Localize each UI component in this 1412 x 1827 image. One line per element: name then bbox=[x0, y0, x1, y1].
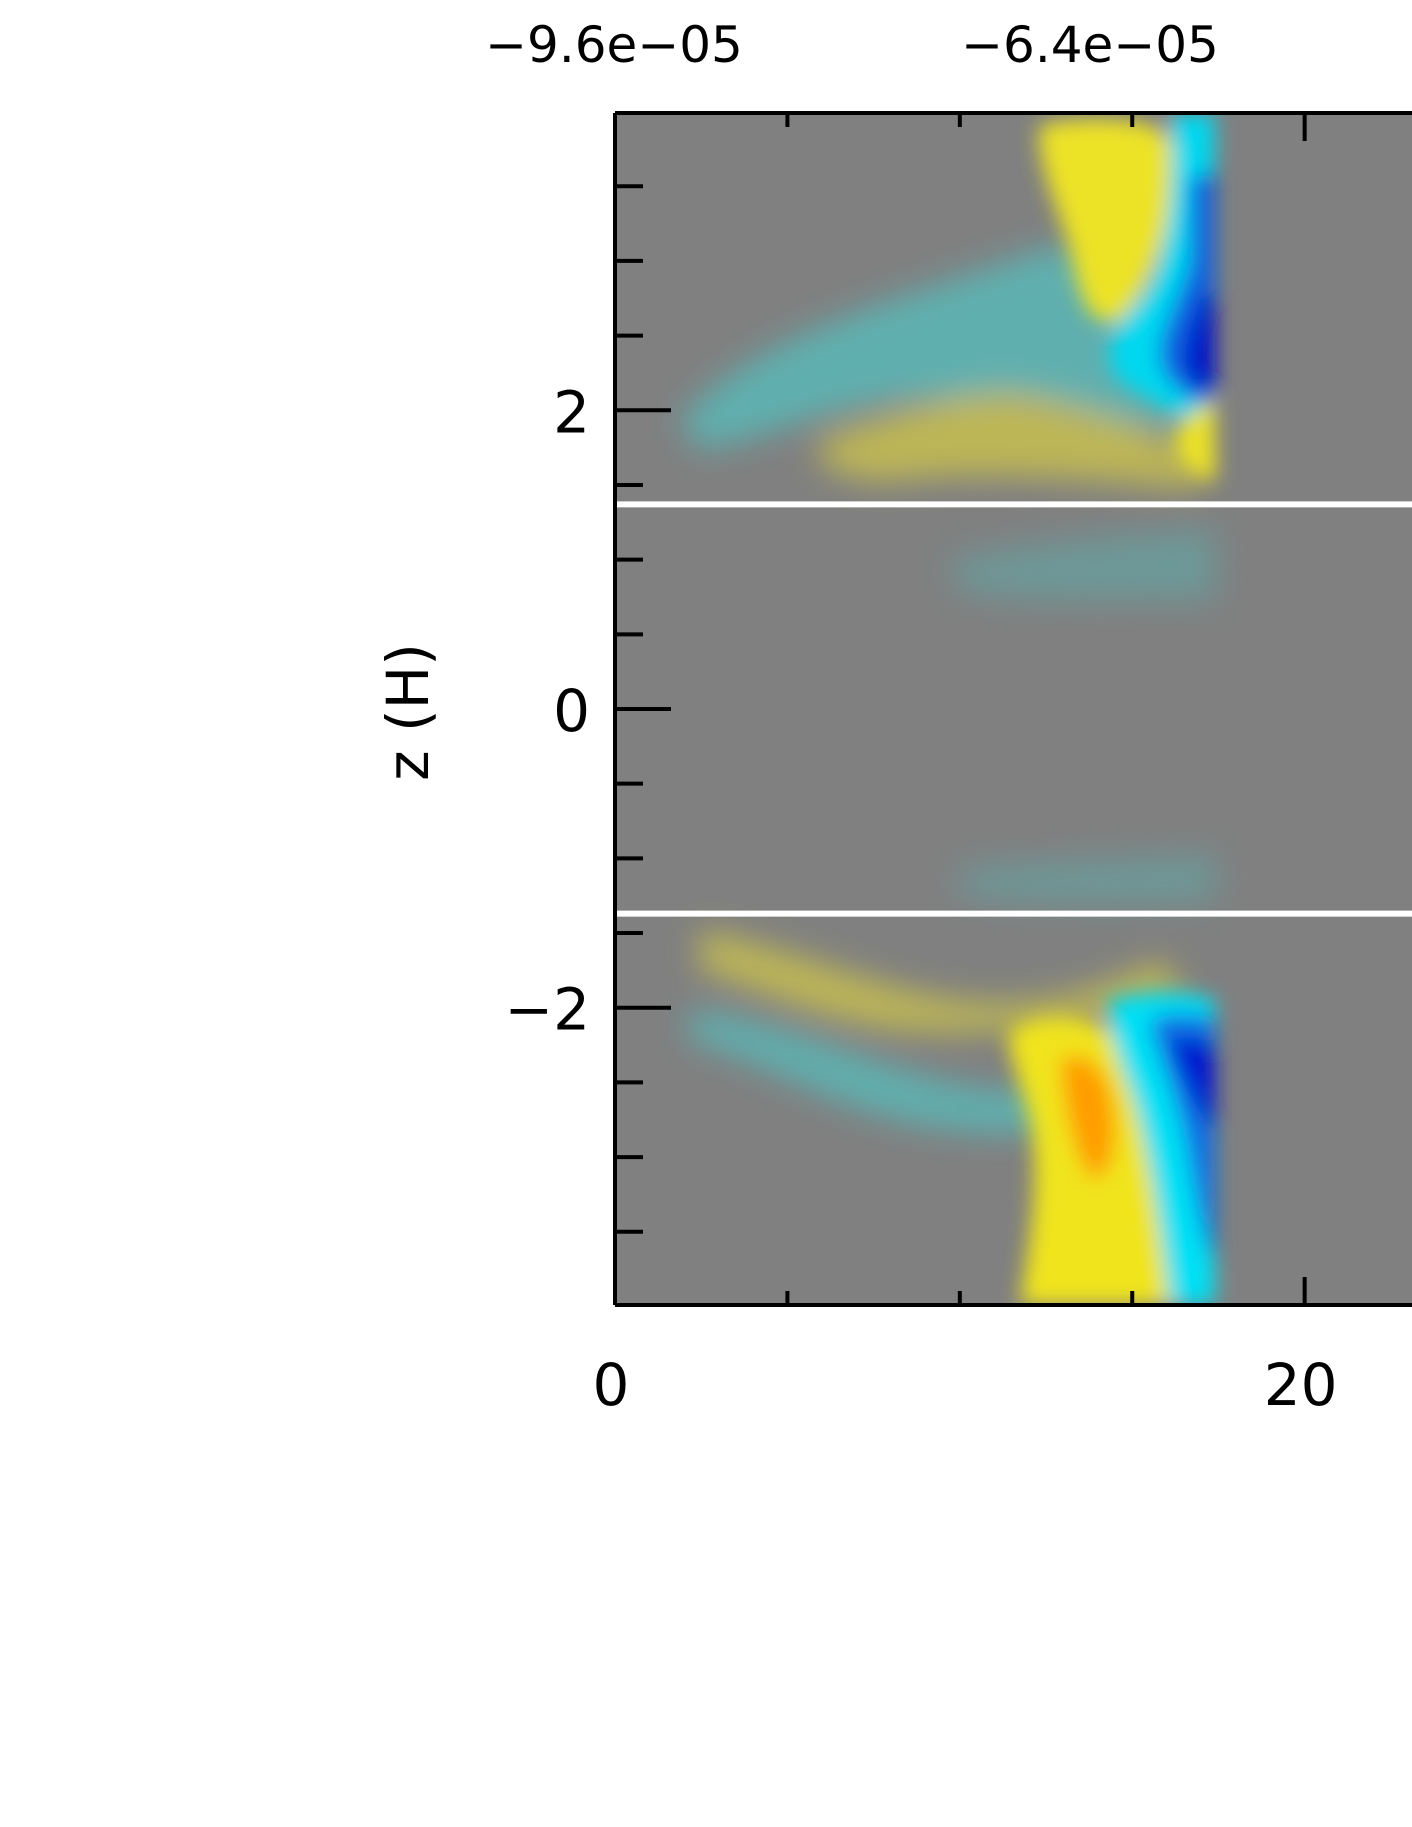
upper-yellow-band bbox=[820, 392, 1200, 490]
y-tick-label: 0 bbox=[553, 677, 590, 745]
lower-yellow-band bbox=[700, 930, 1190, 1033]
mid-teal-haze bbox=[960, 855, 1215, 904]
upper-yellow-blob bbox=[1039, 118, 1173, 322]
mid-teal-haze bbox=[950, 530, 1215, 601]
y-tick-label: 2 bbox=[553, 378, 590, 446]
y-tick-label: −2 bbox=[505, 976, 591, 1044]
upper-blue-dark-core bbox=[1185, 290, 1215, 395]
tick-labels: 20−20 20 bbox=[505, 378, 1338, 1419]
upper-yellow-lower bbox=[1175, 400, 1215, 480]
lower-orange-core bbox=[1060, 1056, 1115, 1180]
lower-blue-dark-core bbox=[1170, 1038, 1215, 1130]
colorbar-tick-label: −9.6e−05 bbox=[485, 16, 743, 74]
upper-teal-band bbox=[680, 246, 1200, 450]
white-boundary-lines bbox=[615, 501, 1412, 917]
x-tick-label: 20 bbox=[1264, 1351, 1338, 1419]
x-tick-label: 0 bbox=[593, 1351, 630, 1419]
heatmap-field bbox=[615, 113, 1412, 1305]
colorbar-tick-label: −6.4e−05 bbox=[961, 16, 1219, 74]
axes bbox=[613, 111, 1412, 1307]
y-axis-title: z (H) bbox=[374, 643, 442, 781]
